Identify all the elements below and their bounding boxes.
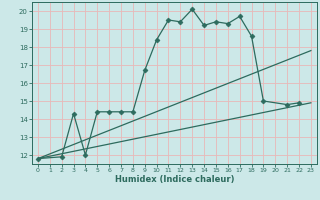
X-axis label: Humidex (Indice chaleur): Humidex (Indice chaleur): [115, 175, 234, 184]
